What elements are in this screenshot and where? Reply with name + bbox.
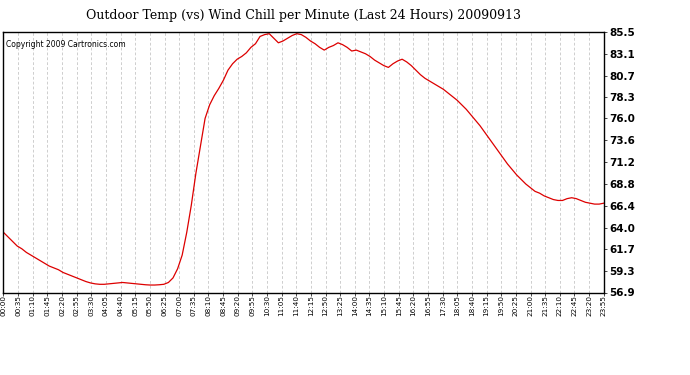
Text: Copyright 2009 Cartronics.com: Copyright 2009 Cartronics.com [6, 40, 126, 49]
Text: Outdoor Temp (vs) Wind Chill per Minute (Last 24 Hours) 20090913: Outdoor Temp (vs) Wind Chill per Minute … [86, 9, 521, 22]
